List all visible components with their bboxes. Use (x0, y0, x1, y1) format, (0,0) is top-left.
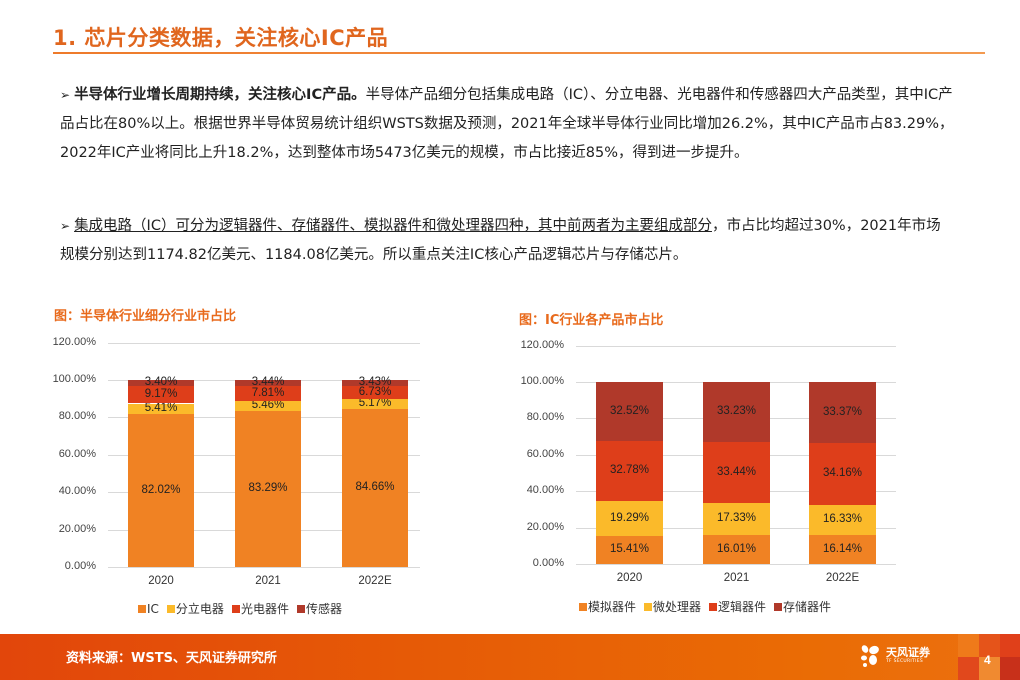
gridline (108, 567, 420, 568)
legend-swatch-icon (166, 604, 175, 613)
y-tick-label: 120.00% (520, 338, 564, 351)
bullet-arrow-icon: ➢ (60, 88, 71, 102)
y-tick-label: 0.00% (532, 557, 564, 569)
bar-segment: 7.81% (235, 386, 301, 402)
y-tick-label: 60.00% (58, 447, 96, 460)
y-tick-label: 40.00% (526, 484, 564, 497)
x-tick-label: 2022E (358, 575, 392, 587)
legend-swatch-icon (138, 604, 146, 613)
bar-segment: 19.29% (596, 500, 663, 536)
chart-title-ic-product-share: 图：IC行业各产品市占比 (519, 313, 664, 328)
bar-segment: 15.41% (596, 535, 663, 564)
legend-swatch-icon (579, 602, 587, 611)
paragraph-body: 半导体产品细分包括集成电路（IC）、分立电器、光电器件和传感器四大产品类型，其中… (60, 87, 954, 161)
legend-swatch-icon (709, 602, 718, 611)
y-tick-label: 0.00% (64, 560, 96, 572)
legend-item: IC (138, 602, 159, 616)
y-tick-label: 60.00% (526, 447, 564, 460)
source-note: 资料来源：WSTS、天风证券研究所 (66, 651, 277, 666)
paragraph-lead: 半导体行业增长周期持续，关注核心IC产品。 (74, 87, 366, 103)
bar-segment: 6.73% (342, 386, 408, 399)
legend-item: 微处理器 (644, 598, 701, 615)
title-divider (53, 52, 985, 54)
x-tick-label: 2021 (723, 572, 750, 584)
chart-legend: 模拟器件 微处理器 逻辑器件 存储器件 (579, 598, 831, 615)
y-tick-label: 120.00% (52, 335, 96, 348)
x-tick-label: 2020 (148, 575, 174, 587)
bar-segment: 5.41% (128, 402, 194, 414)
bar-segment: 32.52% (596, 382, 663, 442)
legend-item: 分立电器 (166, 600, 224, 617)
bullet-arrow-icon: ➢ (60, 219, 71, 233)
x-tick-label: 2020 (616, 572, 643, 584)
gridline (108, 342, 420, 344)
decorative-tiles (958, 634, 1020, 680)
y-tick-label: 40.00% (58, 485, 96, 498)
legend-swatch-icon (644, 602, 653, 611)
paragraph-body: ，市占比均超过30%，2021年市场规模分别达到1174.82亿美元、1184.… (60, 218, 941, 263)
bar-segment: 16.33% (809, 504, 876, 535)
y-tick-label: 20.00% (58, 522, 96, 535)
gridline (576, 345, 896, 347)
y-tick-label: 100.00% (520, 375, 564, 387)
legend-swatch-icon (296, 604, 305, 613)
chart-legend: IC 分立电器 光电器件 传感器 (138, 600, 342, 617)
bar-segment: 16.14% (809, 534, 876, 564)
bar-segment: 3.43% (342, 376, 408, 388)
bar-segment: 32.78% (596, 441, 663, 501)
page-number: 4 (984, 653, 991, 667)
legend-swatch-icon (231, 604, 240, 613)
bar-segment: 16.01% (703, 534, 770, 564)
bar-segment: 3.44% (235, 376, 301, 388)
chart-title-semiconductor-share: 图：半导体行业细分行业市占比 (54, 309, 237, 324)
flower-logo-icon (860, 644, 882, 668)
bar-segment: 33.44% (703, 442, 770, 504)
y-tick-label: 80.00% (526, 411, 564, 424)
bar-segment: 33.37% (809, 382, 876, 443)
x-tick-label: 2021 (255, 575, 281, 587)
y-tick-label: 80.00% (58, 410, 96, 423)
logo-name-cn: 天风证券 (886, 646, 930, 660)
paragraph-lead: 集成电路（IC）可分为逻辑器件、存储器件、模拟器件和微处理器四种，其中前两者为主… (74, 218, 712, 234)
bar-segment: 83.29% (235, 411, 301, 567)
company-logo: 天风证券 TF SECURITIES (860, 644, 930, 668)
bar-segment: 3.40% (128, 376, 194, 388)
gridline (576, 564, 896, 565)
legend-item: 模拟器件 (579, 598, 636, 615)
logo-name-en: TF SECURITIES (886, 659, 924, 665)
bar-segment: 33.23% (703, 381, 770, 443)
bar-segment: 5.17% (342, 398, 408, 409)
legend-item: 传感器 (296, 600, 342, 617)
bar-segment: 9.17% (128, 386, 194, 404)
bar-segment: 84.66% (342, 408, 408, 567)
bar-segment: 5.46% (235, 400, 301, 411)
legend-item: 存储器件 (774, 598, 831, 615)
legend-item: 逻辑器件 (709, 598, 766, 615)
paragraph-semiconductor-growth: ➢ 半导体行业增长周期持续，关注核心IC产品。半导体产品细分包括集成电路（IC）、… (60, 81, 955, 168)
bar-segment: 17.33% (703, 503, 770, 535)
page-title: 1. 芯片分类数据，关注核心IC产品 (53, 26, 389, 50)
bar-segment: 34.16% (809, 442, 876, 505)
x-tick-label: 2022E (825, 572, 860, 584)
paragraph-ic-categories: ➢ 集成电路（IC）可分为逻辑器件、存储器件、模拟器件和微处理器四种，其中前两者为… (60, 212, 955, 270)
y-tick-label: 20.00% (526, 520, 564, 533)
legend-swatch-icon (774, 602, 783, 611)
bar-segment: 82.02% (128, 413, 194, 567)
legend-item: 光电器件 (231, 600, 289, 617)
footer-bar: 资料来源：WSTS、天风证券研究所 天风证券 TF SECURITIES 4 (0, 634, 1020, 680)
y-tick-label: 100.00% (52, 373, 96, 385)
